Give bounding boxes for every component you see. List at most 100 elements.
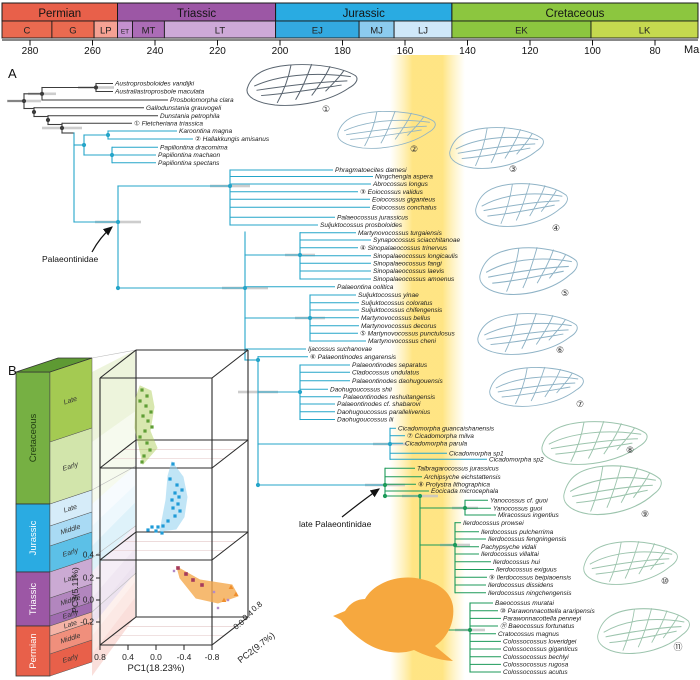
timescale-epoch-lk xyxy=(590,20,699,39)
timescale-epoch-label: MJ xyxy=(370,26,383,37)
pc3-tick-label: 0.2 xyxy=(83,574,95,583)
taxon-label: ⑥ Palaeontinodes angarensis xyxy=(310,354,397,361)
timescale-tick-label: 200 xyxy=(272,46,289,57)
strat-epoch-early xyxy=(49,639,93,677)
taxon-label: ④ Sinopalaeocossus trinervus xyxy=(360,245,448,252)
taxon-label: Dunstania petrophila xyxy=(160,113,220,120)
timescale-epoch-label: MT xyxy=(142,26,156,37)
taxon-label: Martynovocossus cheni xyxy=(368,338,436,345)
timescale-period-label: Triassic xyxy=(177,8,216,20)
cretaceous-point xyxy=(145,441,149,445)
permo-triassic-square-point xyxy=(191,578,195,582)
pca-box-edge xyxy=(211,349,249,379)
taxon-label: ⑧ Prolystra lithographica xyxy=(418,482,490,489)
taxon-label: Palaeontinodes separatus xyxy=(352,362,428,369)
timescale-tick-label: 100 xyxy=(584,46,601,57)
taxon-label: Cicadomorpha guancaishanensis xyxy=(398,426,495,433)
cretaceous-point xyxy=(146,419,150,423)
pc3-tick-label: -0.2 xyxy=(80,618,94,627)
wing-shape xyxy=(563,464,662,516)
palaeontinidae-label: Palaeontinidae xyxy=(42,254,99,264)
taxon-label: Ilerdocossus dissidens xyxy=(488,582,554,589)
taxon-label: Synapocossus sciacchitanoae xyxy=(373,237,460,244)
node-dot xyxy=(467,627,473,633)
strat-period-jurassic xyxy=(15,503,51,573)
taxon-label: Sinopalaeocossus fangi xyxy=(373,261,442,268)
node-dot xyxy=(297,389,303,395)
taxon-label: ① Fletcheriana triassica xyxy=(134,121,203,128)
jurassic-point xyxy=(171,506,175,510)
taxon-label: Martynovocossus turgaiensis xyxy=(358,230,443,237)
timescale-tick-label: 160 xyxy=(397,46,414,57)
taxon-label: ⑦ Cicadomorpha milva xyxy=(407,433,474,440)
permo-triassic-triangle-point xyxy=(228,584,234,589)
taxon-label: Colossocossus giganticus xyxy=(503,646,579,653)
timescale-tick-label: 280 xyxy=(22,46,39,57)
permo-triassic-square-point xyxy=(200,583,204,587)
permo-triassic-triangle-point xyxy=(233,591,239,596)
panel-b-label: B xyxy=(8,363,17,378)
pc1-axis-label: PC1(18.23%) xyxy=(127,663,184,674)
taxon-label: Palaeontinodes cf. shabarovi xyxy=(337,401,421,408)
jurassic-point xyxy=(166,519,170,523)
pc1-tick-label: 0.4 xyxy=(122,652,134,662)
timescale-epoch-label: C xyxy=(24,26,31,37)
pca-box-edge xyxy=(211,531,249,561)
taxon-label: Cladocossus undulatus xyxy=(352,370,420,377)
late-palaeontinidae-label: late Palaeontinidae xyxy=(299,519,372,529)
jurassic-point xyxy=(146,528,150,532)
taxon-label: Martynovocossus bellus xyxy=(361,315,431,322)
jurassic-cluster-hull xyxy=(159,460,188,532)
epoch-projection-band xyxy=(92,564,135,626)
taxon-label: Abrocossus longus xyxy=(372,181,429,188)
permo-triassic-square-point xyxy=(184,572,188,576)
node-dot xyxy=(45,117,51,123)
panel-a-label: A xyxy=(8,66,17,81)
wing-shape xyxy=(541,420,648,465)
taxon-label: Miracossus ingentius xyxy=(498,512,559,519)
jurassic-point xyxy=(168,477,172,481)
wing-shape xyxy=(475,182,569,227)
jurassic-point xyxy=(156,525,160,529)
pc1-tick-label: -0.4 xyxy=(177,652,192,662)
strat-epoch-label: Early xyxy=(62,653,80,665)
timescale-epoch-label: LT xyxy=(215,26,226,37)
pca-box-edge xyxy=(211,439,249,469)
strat-epoch-label: Late xyxy=(63,396,78,407)
node-dot xyxy=(307,315,313,321)
strat-epoch-label: Late xyxy=(63,574,78,585)
pc3-axis-label: PC3(5.11%) xyxy=(70,567,80,613)
taxon-label: Colossocossus rugosa xyxy=(503,662,569,669)
pca-box-edge xyxy=(99,349,137,379)
wing-number: ④ xyxy=(552,223,560,233)
taxon-label: Sinopalaeocossus amoenus xyxy=(373,276,455,283)
permo-triassic-violet-point xyxy=(226,598,230,602)
taxon-label: Cicadomorpha sp2 xyxy=(489,457,544,464)
projection-line xyxy=(91,465,137,491)
node-dot xyxy=(255,357,261,363)
taxon-label: Archipsyche eichstattensis xyxy=(423,474,501,481)
jurassic-point xyxy=(173,491,177,495)
timescale-tick-label: 240 xyxy=(147,46,164,57)
strat-epoch-label: Early xyxy=(62,547,80,559)
phylogenetic-tree: Austroprosboloides vandijkiAustraliastro… xyxy=(7,81,595,676)
permo-triassic-violet-point xyxy=(212,590,216,594)
timescale-epoch-label: EK xyxy=(515,26,528,37)
taxon-label: Papiliontina spectans xyxy=(158,160,220,167)
strat-period-label: Permian xyxy=(28,633,39,668)
strat-period-label: Triassic xyxy=(28,583,39,616)
timescale-epoch-label: LK xyxy=(639,26,651,37)
pca-box-edge xyxy=(211,616,249,646)
cretaceous-point xyxy=(148,448,152,452)
pc3-tick-label: 0.0 xyxy=(83,596,95,605)
wing-shape xyxy=(246,63,358,106)
taxon-label: Sinopalaeocossus longicaulis xyxy=(373,253,459,260)
taxon-label: Martynovocossus decorus xyxy=(361,323,437,330)
taxon-label: Suljuktocossus coloratus xyxy=(361,300,433,307)
taxon-label: Sinopalaeocossus laevis xyxy=(373,268,445,275)
cretaceous-cluster-hull xyxy=(134,385,158,466)
projection-line xyxy=(91,572,137,613)
permo-triassic-violet-point xyxy=(216,606,220,610)
pca-box-edge xyxy=(99,531,137,561)
strat-period-label: Cretaceous xyxy=(28,413,39,462)
